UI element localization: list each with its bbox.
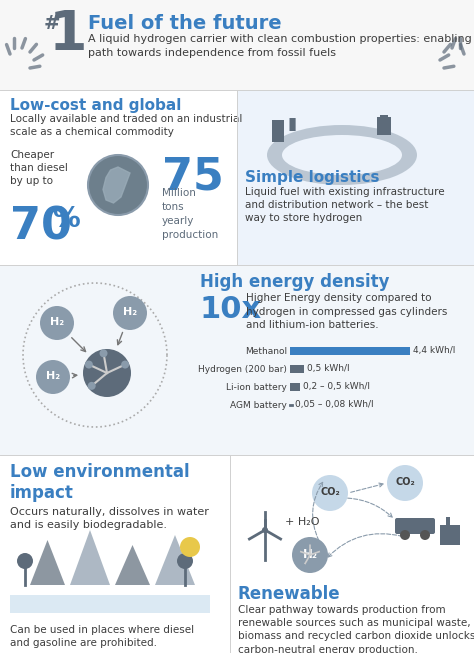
Text: %: % <box>52 205 80 233</box>
Text: CO₂: CO₂ <box>395 477 415 487</box>
Text: H₂: H₂ <box>302 547 318 560</box>
Text: Hydrogen (200 bar): Hydrogen (200 bar) <box>198 364 287 374</box>
Text: 0,2 – 0,5 kWh/l: 0,2 – 0,5 kWh/l <box>302 383 370 392</box>
Text: Renewable: Renewable <box>238 585 341 603</box>
Text: ▮: ▮ <box>287 115 297 133</box>
Circle shape <box>88 382 96 390</box>
Circle shape <box>113 296 147 330</box>
Polygon shape <box>115 545 150 585</box>
Text: 70: 70 <box>10 205 72 248</box>
Text: 0,05 – 0,08 kWh/l: 0,05 – 0,08 kWh/l <box>295 400 374 409</box>
Text: + H₂O: + H₂O <box>285 517 319 527</box>
Circle shape <box>100 349 108 357</box>
Circle shape <box>40 306 74 340</box>
Bar <box>290 383 300 391</box>
Circle shape <box>180 537 200 557</box>
Text: Million
tons
yearly
production: Million tons yearly production <box>162 188 218 240</box>
Text: Li-ion battery: Li-ion battery <box>226 383 287 392</box>
Text: Low environmental
impact: Low environmental impact <box>10 463 190 503</box>
Circle shape <box>400 530 410 540</box>
Bar <box>0 90 237 265</box>
Text: Locally available and traded on an industrial
scale as a chemical commodity: Locally available and traded on an indus… <box>10 114 242 137</box>
Text: A liquid hydrogen carrier with clean combustion properties: enabling a
path towa: A liquid hydrogen carrier with clean com… <box>88 34 474 58</box>
Circle shape <box>17 553 33 569</box>
Circle shape <box>177 553 193 569</box>
Text: Higher Energy density compared to
hydrogen in compressed gas cylinders
and lithi: Higher Energy density compared to hydrog… <box>246 293 447 330</box>
Circle shape <box>85 360 93 368</box>
Bar <box>380 115 388 120</box>
Bar <box>0 265 474 455</box>
Bar <box>237 90 474 265</box>
Text: Can be used in places where diesel
and gasoline are prohibited.: Can be used in places where diesel and g… <box>10 625 194 648</box>
Text: Simple logistics: Simple logistics <box>245 170 380 185</box>
Text: Fuel of the future: Fuel of the future <box>88 14 282 33</box>
Text: Occurs naturally, dissolves in water
and is easily biodegradable.: Occurs naturally, dissolves in water and… <box>10 507 209 530</box>
FancyBboxPatch shape <box>395 518 435 534</box>
Polygon shape <box>155 535 195 585</box>
Circle shape <box>36 360 70 394</box>
Text: 0,5 kWh/l: 0,5 kWh/l <box>307 364 349 374</box>
Circle shape <box>292 537 328 573</box>
Bar <box>290 365 304 373</box>
Text: Liquid fuel with existing infrastructure
and distribution network – the best
way: Liquid fuel with existing infrastructure… <box>245 187 445 223</box>
Text: H₂: H₂ <box>123 307 137 317</box>
Bar <box>440 525 460 545</box>
Text: #: # <box>44 14 60 33</box>
Text: Clear pathway towards production from
renewable sources such as municipal waste,: Clear pathway towards production from re… <box>238 605 474 653</box>
Text: High energy density: High energy density <box>200 273 390 291</box>
Bar <box>377 117 391 135</box>
Text: Methanol: Methanol <box>245 347 287 355</box>
Circle shape <box>121 360 129 368</box>
Text: 10x: 10x <box>200 295 262 324</box>
Circle shape <box>300 564 307 571</box>
Circle shape <box>307 537 313 545</box>
Bar <box>272 120 284 142</box>
Text: H₂: H₂ <box>46 371 60 381</box>
Bar <box>10 595 210 613</box>
Circle shape <box>83 349 131 397</box>
Circle shape <box>293 547 301 554</box>
Text: CO₂: CO₂ <box>320 487 340 497</box>
Bar <box>446 517 450 525</box>
Polygon shape <box>103 167 130 203</box>
Polygon shape <box>70 530 110 585</box>
Text: 75: 75 <box>162 155 224 198</box>
Text: Cheaper
than diesel
by up to: Cheaper than diesel by up to <box>10 150 68 186</box>
Text: AGM battery: AGM battery <box>230 400 287 409</box>
Bar <box>0 0 474 90</box>
Circle shape <box>262 527 268 533</box>
Circle shape <box>420 530 430 540</box>
Bar <box>290 347 410 355</box>
Text: H₂: H₂ <box>50 317 64 327</box>
Circle shape <box>387 465 423 501</box>
Text: 1: 1 <box>49 8 87 62</box>
Ellipse shape <box>267 125 417 185</box>
Text: Low-cost and global: Low-cost and global <box>10 98 182 113</box>
Text: 4,4 kWh/l: 4,4 kWh/l <box>413 347 456 355</box>
Circle shape <box>88 155 148 215</box>
Circle shape <box>312 475 348 511</box>
Ellipse shape <box>282 135 402 175</box>
Circle shape <box>319 547 327 554</box>
Polygon shape <box>30 540 65 585</box>
